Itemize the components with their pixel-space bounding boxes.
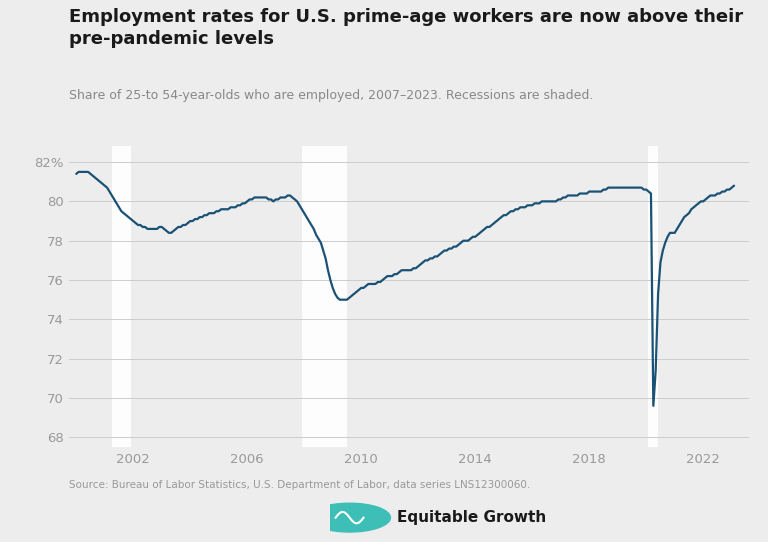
Text: Share of 25-to 54-year-olds who are employed, 2007–2023. Recessions are shaded.: Share of 25-to 54-year-olds who are empl… — [69, 89, 594, 102]
Bar — [302, 146, 347, 447]
Text: Equitable Growth: Equitable Growth — [397, 510, 546, 525]
Text: Employment rates for U.S. prime-age workers are now above their
pre-pandemic lev: Employment rates for U.S. prime-age work… — [69, 8, 743, 48]
Text: Source: Bureau of Labor Statistics, U.S. Department of Labor, data series LNS123: Source: Bureau of Labor Statistics, U.S.… — [69, 480, 531, 489]
Bar — [112, 146, 131, 447]
Circle shape — [309, 503, 390, 532]
Bar — [648, 146, 658, 447]
